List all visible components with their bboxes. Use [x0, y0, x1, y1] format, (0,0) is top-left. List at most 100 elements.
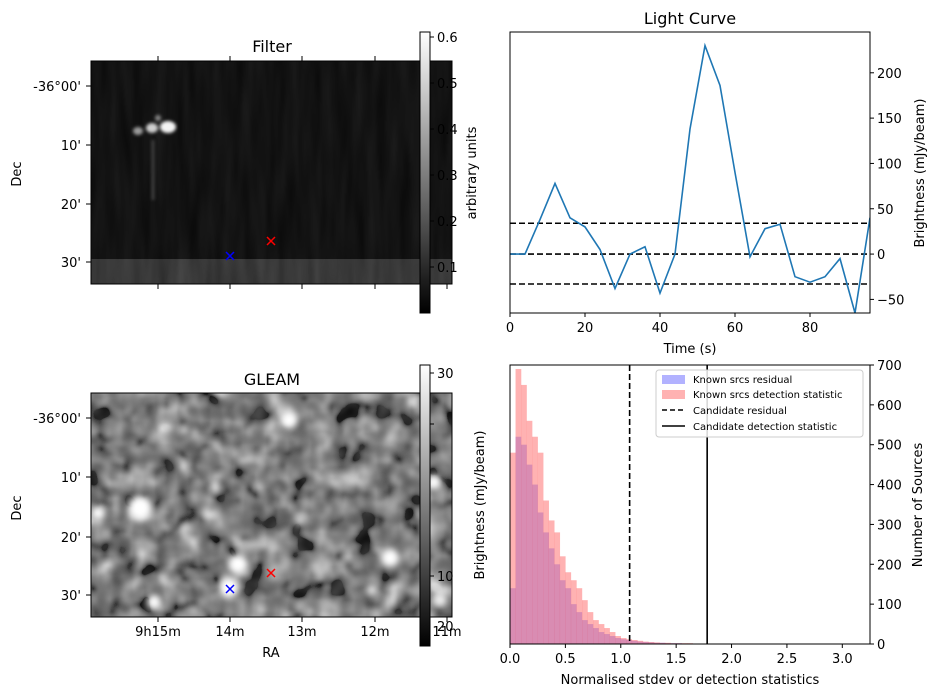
histogram-bar-detection: [515, 368, 522, 644]
histogram-xtick-label: 3.0: [832, 652, 853, 667]
filter-source-blob: [133, 115, 176, 200]
histogram-xtick-label: 0.5: [555, 652, 576, 667]
lightcurve-xtick-label: 60: [727, 321, 744, 336]
histogram-xtick-label: 2.0: [721, 652, 742, 667]
gleam-markers: [225, 568, 276, 594]
histogram-bar-detection: [665, 642, 671, 644]
lightcurve-y-axis: −50 0 50 100 150 200: [870, 67, 904, 308]
histogram-ytick-label: 400: [877, 479, 902, 494]
histogram-bar-detection: [615, 636, 621, 644]
filter-markers: [225, 236, 276, 261]
histogram-bar-detection: [576, 588, 583, 644]
histogram-bar-detection: [526, 420, 533, 644]
histogram-bar-detection: [543, 500, 549, 644]
histogram-bar-detection: [559, 556, 566, 644]
gleam-ticks: [86, 417, 448, 622]
filter-source-marker: [225, 251, 235, 261]
filter-title: Filter: [252, 37, 292, 56]
histogram-bar-detection: [642, 641, 649, 644]
legend-swatch-detection: [662, 390, 685, 399]
lightcurve-ytick-label: 200: [877, 67, 902, 82]
filter-ylabel: Dec: [10, 161, 25, 186]
gleam-xtick-label: 9h15m: [135, 625, 181, 640]
histogram-ylabel-left: Brightness (mJy/beam): [473, 431, 488, 580]
histogram-ytick-label: 100: [877, 598, 902, 613]
histogram-frame: [509, 364, 871, 645]
filter-cbar-label: arbitrary units: [465, 126, 480, 219]
histogram-ytick-label: 700: [877, 359, 902, 374]
histogram-bar-detection: [537, 452, 544, 644]
histogram-bar-detection: [609, 632, 616, 644]
histogram-bar-detection: [648, 642, 655, 644]
histogram-bar-detection: [620, 638, 627, 644]
lightcurve-xtick-label: 20: [577, 321, 594, 336]
legend-label: Candidate detection statistic: [693, 422, 837, 433]
legend-label: Known srcs residual: [693, 375, 792, 386]
gleam-image: [91, 393, 452, 617]
lightcurve-xtick-label: 40: [652, 321, 669, 336]
histogram-bar-detection: [587, 612, 594, 644]
histogram-xlabel: Normalised stdev or detection statistics: [561, 673, 820, 688]
filter-frame: [90, 60, 453, 285]
filter-x-ticks: [157, 56, 448, 289]
histogram-x-axis: 0.0 0.5 1.0 1.5 2.0 2.5 3.0: [500, 644, 853, 667]
lightcurve-ytick-label: 100: [877, 157, 902, 172]
gleam-ylabel: Dec: [10, 495, 25, 520]
gleam-xtick-label: 13m: [287, 625, 316, 640]
gleam-ytick-label: 10': [61, 471, 81, 486]
gleam-title: GLEAM: [244, 370, 300, 389]
gleam-cbar-tick: 10: [437, 570, 454, 585]
lightcurve-xtick-label: 0: [506, 321, 514, 336]
histogram-bar-detection: [637, 640, 644, 644]
filter-ytick-label: 30': [61, 256, 81, 271]
histogram-bar-detection: [554, 532, 561, 644]
histogram-y-axis: 0 100 200 300 400 500 600 700: [870, 359, 902, 653]
lightcurve-xlabel: Time (s): [663, 342, 717, 357]
histogram-bar-detection: [510, 452, 516, 644]
filter-cbar-tick: 0.6: [437, 31, 458, 46]
gleam-panel: GLEAM: [10, 364, 462, 661]
histogram-legend: Known srcs residual Known srcs detection…: [655, 369, 864, 438]
histogram-ylabel-right: Number of Sources: [911, 443, 926, 568]
histogram-bar-detection: [521, 384, 527, 644]
histogram-xtick-label: 2.5: [777, 652, 798, 667]
histogram-bar-detection: [598, 624, 605, 644]
filter-cbar-tick: 0.1: [437, 261, 458, 276]
gleam-candidate-marker: [266, 568, 276, 578]
lightcurve-xtick-label: 80: [802, 321, 819, 336]
histogram-bar-detection: [532, 436, 538, 644]
lightcurve-ytick-label: 0: [877, 248, 885, 263]
histogram-bar-detection: [631, 640, 638, 644]
histogram-bar-detection: [626, 639, 633, 644]
histogram-bar-detection: [548, 520, 555, 644]
histogram-bar-detection: [654, 642, 660, 644]
histogram-ytick-label: 200: [877, 558, 902, 573]
filter-candidate-marker: [266, 236, 276, 246]
legend-label: Known srcs detection statistic: [693, 390, 842, 401]
histogram-bar-detection: [659, 642, 666, 644]
histogram-bars: [510, 368, 871, 644]
gleam-cbar-tick: 20: [437, 620, 454, 635]
lightcurve-frame: [509, 31, 871, 314]
gleam-colorbar: 30 20 10: [419, 364, 454, 647]
histogram-bar-detection: [582, 600, 588, 644]
lightcurve-title: Light Curve: [644, 9, 736, 28]
legend-label: Candidate residual: [693, 406, 787, 417]
lightcurve-panel: Light Curve 0 20 40 60 80 −50 0 50 100 150 200 Ti…: [506, 9, 928, 357]
histogram-ytick-label: 0: [877, 638, 885, 653]
gleam-xtick-label: 11m: [432, 625, 461, 640]
histogram-xtick-label: 1.5: [666, 652, 687, 667]
histogram-xtick-label: 1.0: [610, 652, 631, 667]
histogram-ytick-label: 600: [877, 399, 902, 414]
filter-cbar-tick: 0.4: [437, 123, 458, 138]
lightcurve-ytick-label: 50: [877, 203, 894, 218]
lightcurve-ylabel: Brightness (mJy/beam): [913, 99, 928, 248]
filter-y-ticks: [86, 85, 91, 263]
filter-ytick-label: -36°00': [33, 80, 81, 95]
gleam-cbar-tick: 30: [437, 367, 454, 382]
gleam-ytick-label: -36°00': [33, 412, 81, 427]
histogram-panel: 0.0 0.5 1.0 1.5 2.0 2.5 3.0 0 100 200 300 400 500 60…: [473, 359, 926, 688]
histogram-bar-detection: [604, 628, 610, 644]
gleam-ytick-label: 20': [61, 531, 81, 546]
